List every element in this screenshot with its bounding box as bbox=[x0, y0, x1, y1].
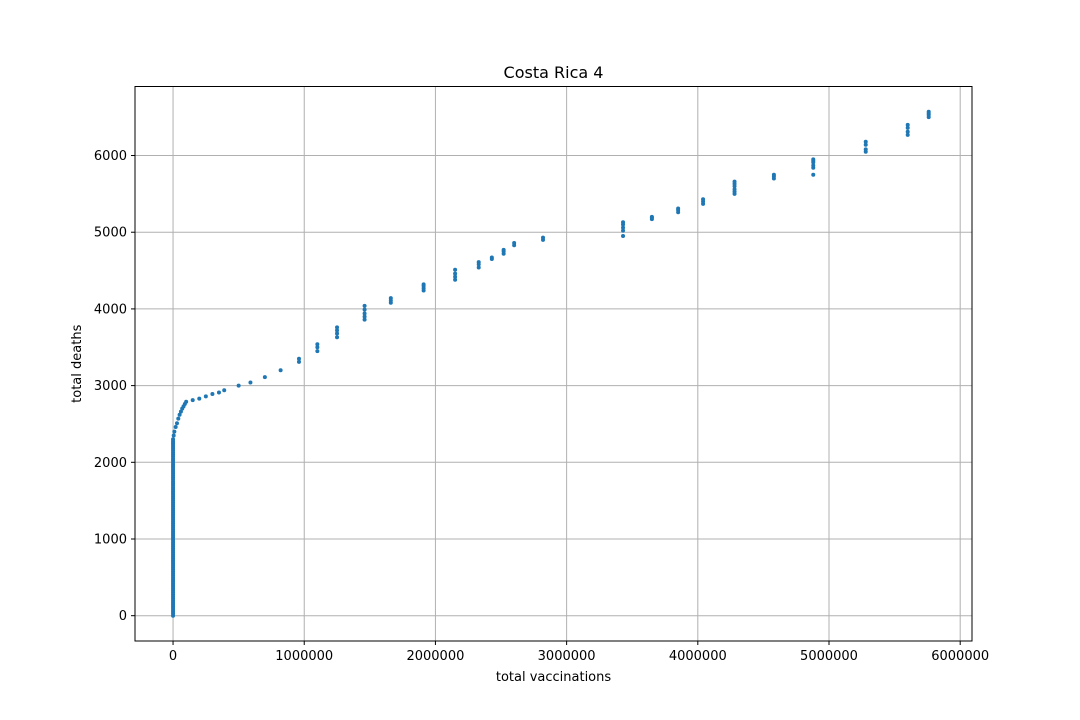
data-point bbox=[771, 172, 776, 177]
data-point bbox=[174, 421, 179, 426]
data-point bbox=[863, 139, 868, 144]
data-point bbox=[489, 255, 494, 260]
data-point bbox=[335, 331, 340, 336]
data-point bbox=[335, 328, 340, 333]
x-axis-ticks: 0 1000000 2000000 3000000 4000000 5000000 6000… bbox=[169, 641, 989, 664]
data-point bbox=[210, 392, 215, 397]
x-tick-label: 6000000 bbox=[931, 649, 989, 664]
y-axis-ticks: 0 1000 2000 3000 4000 5000 6000 bbox=[94, 149, 135, 624]
y-tick-label: 1000 bbox=[94, 532, 127, 547]
data-points bbox=[171, 109, 931, 618]
plot-frame bbox=[134, 86, 973, 642]
data-point bbox=[278, 368, 283, 373]
x-axis-label: total vaccinations bbox=[496, 670, 612, 685]
data-point bbox=[905, 122, 910, 127]
data-point bbox=[811, 157, 816, 162]
data-point bbox=[453, 277, 458, 282]
data-point bbox=[649, 214, 654, 219]
x-tick-label: 4000000 bbox=[669, 649, 727, 664]
data-point bbox=[296, 356, 301, 361]
x-tick-label: 5000000 bbox=[800, 649, 858, 664]
data-point bbox=[315, 342, 320, 347]
data-point bbox=[296, 359, 301, 364]
x-tick-label: 1000000 bbox=[275, 649, 333, 664]
data-point bbox=[905, 132, 910, 137]
data-point bbox=[236, 383, 241, 388]
data-point bbox=[453, 274, 458, 279]
data-point bbox=[203, 394, 208, 399]
data-point bbox=[621, 228, 626, 233]
data-point bbox=[184, 399, 189, 404]
chart-title: Costa Rica 4 bbox=[504, 63, 604, 82]
data-point bbox=[173, 425, 178, 430]
data-point bbox=[171, 437, 176, 442]
data-point bbox=[388, 296, 393, 301]
y-tick-label: 5000 bbox=[94, 226, 127, 241]
data-point bbox=[315, 345, 320, 350]
y-tick-label: 0 bbox=[119, 609, 127, 624]
data-point bbox=[362, 317, 367, 322]
data-point bbox=[905, 125, 910, 130]
data-point bbox=[541, 235, 546, 240]
data-point bbox=[621, 220, 626, 225]
x-tick-label: 0 bbox=[169, 649, 177, 664]
data-point bbox=[362, 311, 367, 316]
data-point bbox=[863, 147, 868, 152]
data-point bbox=[362, 303, 367, 308]
data-point bbox=[178, 409, 183, 414]
data-point bbox=[701, 197, 706, 202]
y-tick-label: 6000 bbox=[94, 149, 127, 164]
data-point bbox=[248, 380, 253, 385]
data-point bbox=[171, 433, 176, 438]
data-point bbox=[172, 429, 177, 434]
y-tick-label: 3000 bbox=[94, 379, 127, 394]
data-point bbox=[176, 416, 181, 421]
data-point bbox=[190, 398, 195, 403]
data-point bbox=[335, 325, 340, 330]
data-point bbox=[811, 172, 816, 177]
data-point bbox=[335, 335, 340, 340]
data-point bbox=[905, 129, 910, 134]
data-point bbox=[476, 265, 481, 270]
data-point bbox=[732, 179, 737, 184]
data-point bbox=[453, 267, 458, 272]
data-point bbox=[216, 390, 221, 395]
data-point bbox=[863, 142, 868, 147]
data-point bbox=[811, 163, 816, 168]
data-point bbox=[362, 314, 367, 319]
data-point bbox=[315, 349, 320, 354]
data-point bbox=[177, 412, 182, 417]
grid-lines bbox=[135, 86, 972, 641]
data-point bbox=[621, 225, 626, 230]
x-tick-label: 3000000 bbox=[538, 649, 596, 664]
data-point bbox=[262, 375, 267, 380]
y-tick-label: 4000 bbox=[94, 302, 127, 317]
data-point bbox=[512, 240, 517, 245]
data-point bbox=[676, 206, 681, 211]
data-point bbox=[421, 282, 426, 287]
data-point bbox=[222, 388, 227, 393]
data-point bbox=[453, 271, 458, 276]
data-point bbox=[621, 234, 626, 239]
data-point bbox=[476, 260, 481, 265]
data-point bbox=[732, 187, 737, 192]
data-point bbox=[362, 307, 367, 312]
data-point bbox=[501, 247, 506, 252]
y-axis-label: total deaths bbox=[70, 324, 85, 402]
y-tick-label: 2000 bbox=[94, 456, 127, 471]
x-tick-label: 2000000 bbox=[406, 649, 464, 664]
data-point bbox=[197, 396, 202, 401]
data-point bbox=[926, 109, 931, 114]
